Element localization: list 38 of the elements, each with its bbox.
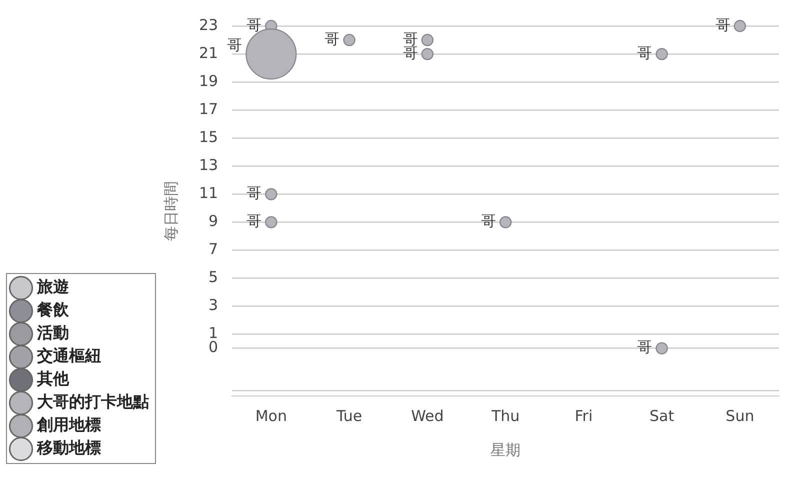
data-label: 哥	[402, 30, 418, 48]
y-tick-label: 15	[198, 128, 218, 146]
y-tick-label: 17	[198, 100, 218, 118]
x-tick-label: Thu	[490, 406, 520, 425]
data-label: 哥	[246, 184, 262, 202]
data-label: 哥	[246, 16, 262, 34]
legend-label: 移動地標	[36, 438, 101, 458]
y-tick-label: 11	[198, 184, 218, 202]
y-tick-label: 19	[198, 72, 218, 90]
y-tick-label: 7	[208, 240, 218, 258]
data-label: 哥	[480, 212, 496, 230]
data-label: 哥	[227, 36, 242, 54]
data-label: 哥	[637, 44, 652, 62]
y-tick-label: 21	[198, 44, 218, 62]
legend-label: 其他	[36, 369, 70, 388]
legend-label: 活動	[36, 323, 69, 342]
y-axis-title: 每日時間	[162, 181, 180, 241]
legend-label: 餐飲	[36, 300, 70, 320]
data-label: 哥	[637, 338, 652, 356]
x-tick-label: Mon	[255, 406, 287, 425]
x-tick-label: Fri	[574, 406, 593, 425]
x-axis-title: 星期	[490, 440, 521, 459]
x-tick-label: Wed	[411, 406, 444, 425]
y-tick-label: 3	[208, 296, 218, 314]
data-label: 哥	[324, 30, 340, 48]
legend-label: 交通樞紐	[36, 346, 101, 366]
legend-label: 大哥的打卡地點	[37, 392, 149, 412]
legend-label: 旅遊	[36, 277, 70, 296]
y-tick-label: 5	[208, 268, 218, 286]
data-label: 哥	[715, 16, 730, 34]
legend-label: 創用地標	[36, 415, 101, 434]
data-label: 哥	[246, 212, 262, 230]
y-tick-label: 9	[208, 212, 218, 230]
y-tick-label: 13	[198, 156, 218, 174]
y-tick-label: 23	[198, 16, 218, 34]
x-tick-label: Sat	[650, 406, 674, 425]
x-tick-label: Sun	[726, 406, 754, 425]
x-tick-label: Tue	[335, 406, 362, 425]
